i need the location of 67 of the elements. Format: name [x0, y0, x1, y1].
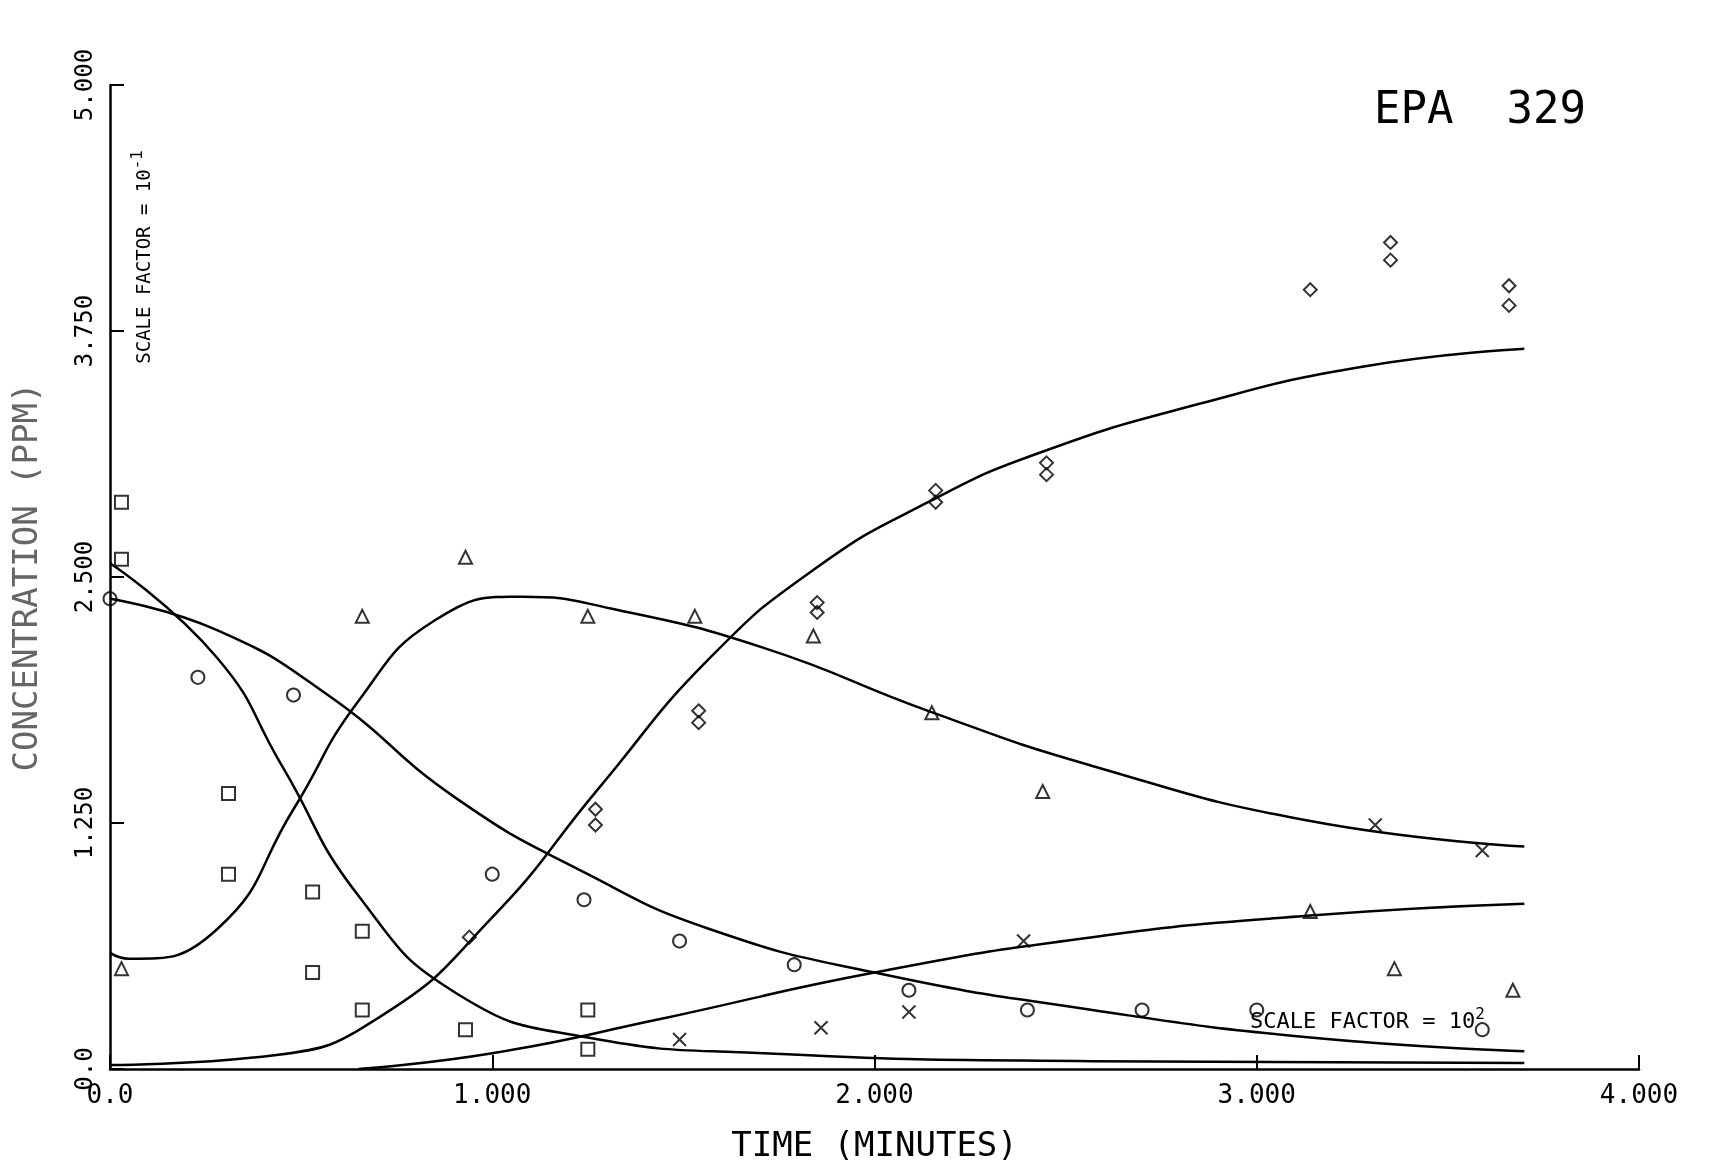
point [809, 595, 825, 611]
annotation: SCALE FACTOR = 10-1 [126, 150, 154, 364]
point [587, 817, 603, 833]
point [672, 1031, 688, 1047]
point [813, 1020, 829, 1036]
x-tick-label: 2.000 [835, 1079, 914, 1109]
x-tick-label: 1.000 [453, 1079, 532, 1109]
point [1501, 297, 1517, 313]
y-tick-label: 1.250 [70, 786, 98, 860]
chart-title: EPA 329 [1374, 81, 1586, 133]
point [901, 1004, 917, 1020]
x-axis-title: TIME (MINUTES) [731, 1124, 1018, 1164]
point [1039, 467, 1055, 483]
point [928, 494, 944, 510]
point [809, 604, 825, 620]
point [587, 801, 603, 817]
point [1035, 784, 1051, 800]
point [221, 785, 236, 801]
point [354, 923, 370, 939]
point [672, 933, 688, 949]
point [924, 705, 940, 721]
point [1016, 933, 1032, 949]
point [687, 608, 703, 624]
point [113, 961, 129, 977]
point [1383, 252, 1399, 268]
point [354, 1002, 370, 1018]
point [1302, 904, 1318, 920]
point [1134, 1002, 1150, 1018]
point [190, 669, 206, 685]
point [1474, 1022, 1490, 1038]
point [457, 549, 473, 565]
point [113, 551, 129, 567]
point [786, 957, 802, 973]
point [1039, 455, 1055, 471]
y-tick-label: 3.750 [70, 294, 98, 368]
point [305, 884, 321, 900]
x-tick-label: 4.000 [1599, 1079, 1679, 1109]
point [1019, 1002, 1035, 1018]
point [221, 866, 236, 882]
point [354, 608, 370, 624]
point [285, 687, 301, 703]
point [691, 703, 707, 719]
point [580, 1041, 596, 1057]
point [1383, 234, 1399, 250]
point [1474, 843, 1490, 859]
y-axis-title: CONCENTRATION (PPM) [5, 382, 45, 772]
y-tick-label: 2.500 [70, 540, 98, 614]
point [1302, 282, 1318, 298]
point [1386, 961, 1402, 977]
point [305, 965, 321, 981]
point [805, 628, 821, 644]
point [484, 866, 500, 882]
point [1501, 278, 1517, 294]
point [461, 929, 477, 945]
point [102, 591, 118, 607]
point [691, 715, 707, 731]
y-tick-label: 5.000 [70, 48, 98, 122]
point [1367, 817, 1383, 833]
point [580, 608, 596, 624]
point [1505, 982, 1521, 998]
point [457, 1022, 473, 1038]
x-tick-label: 3.000 [1217, 1079, 1296, 1109]
point [113, 494, 129, 510]
point [580, 1002, 596, 1018]
point [901, 982, 917, 998]
point [576, 892, 592, 908]
point [928, 482, 944, 498]
